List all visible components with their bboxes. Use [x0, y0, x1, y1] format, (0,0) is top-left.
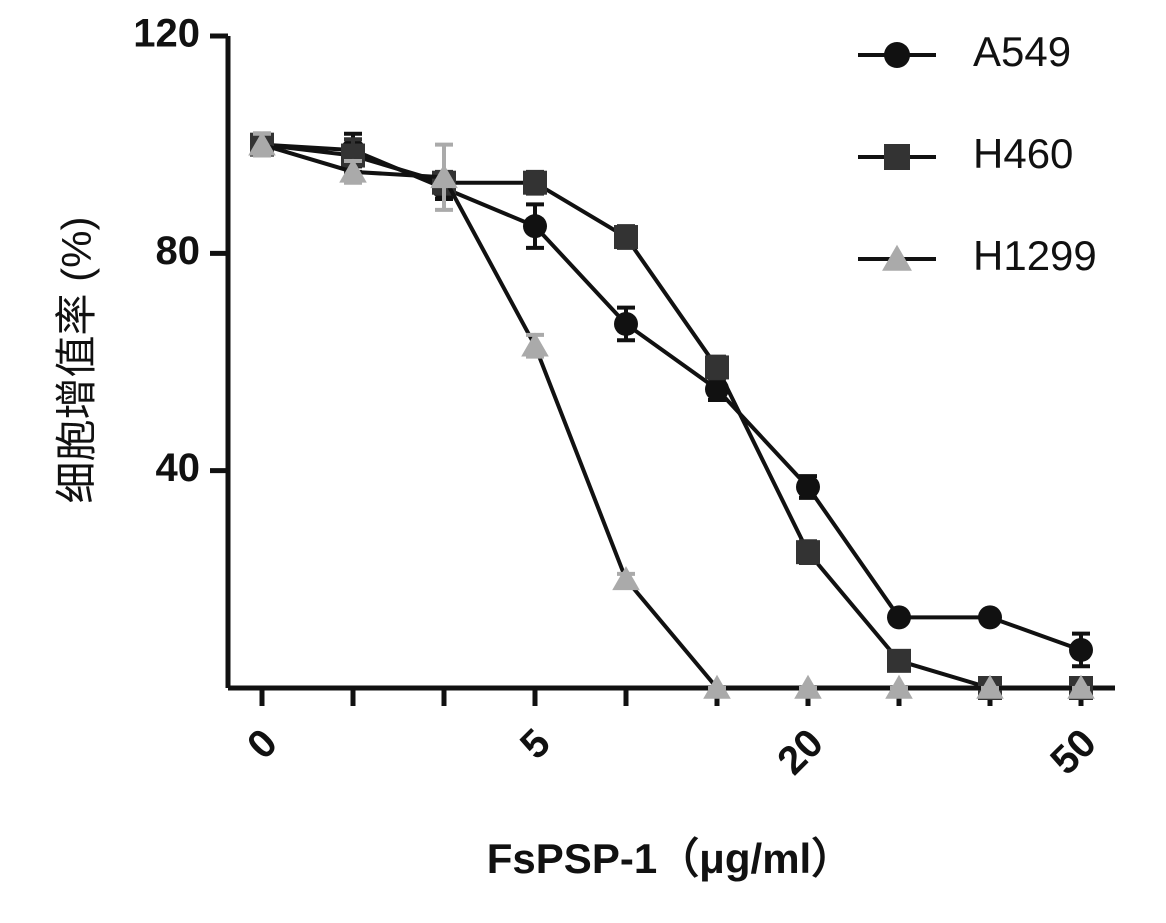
marker — [887, 649, 911, 673]
marker — [884, 42, 910, 68]
x-tick-label: 50 — [1042, 721, 1105, 784]
marker — [614, 312, 638, 336]
y-tick-label: 80 — [156, 229, 201, 273]
marker — [612, 566, 640, 590]
y-axis-label: 细胞增值率 (%) — [53, 217, 100, 504]
x-tick-label: 5 — [512, 721, 559, 768]
x-tick-label: 0 — [239, 721, 286, 768]
marker — [887, 605, 911, 629]
legend-label: A549 — [973, 28, 1071, 75]
chart: 细胞增值率 (%) FsPSP-1（μg/ml） 40 80 120 0 5 20 50 A5… — [0, 0, 1166, 923]
marker — [796, 475, 820, 499]
x-tick-label: 20 — [769, 721, 832, 784]
marker — [705, 355, 729, 379]
marker — [1069, 638, 1093, 662]
legend-label: H1299 — [973, 232, 1097, 279]
legend-label: H460 — [973, 130, 1073, 177]
x-axis-label: FsPSP-1（μg/ml） — [487, 835, 853, 882]
marker — [523, 214, 547, 238]
marker — [884, 144, 910, 170]
marker — [614, 225, 638, 249]
series-line — [262, 145, 1081, 650]
marker — [523, 171, 547, 195]
y-tick-label: 120 — [133, 12, 200, 56]
series-line — [262, 145, 1081, 688]
y-tick-label: 40 — [156, 446, 201, 490]
marker — [978, 605, 1002, 629]
series-line — [262, 145, 1081, 688]
marker — [521, 333, 549, 357]
marker — [796, 540, 820, 564]
